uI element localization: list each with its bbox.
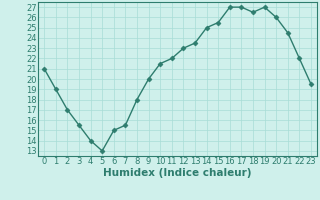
X-axis label: Humidex (Indice chaleur): Humidex (Indice chaleur) — [103, 168, 252, 178]
